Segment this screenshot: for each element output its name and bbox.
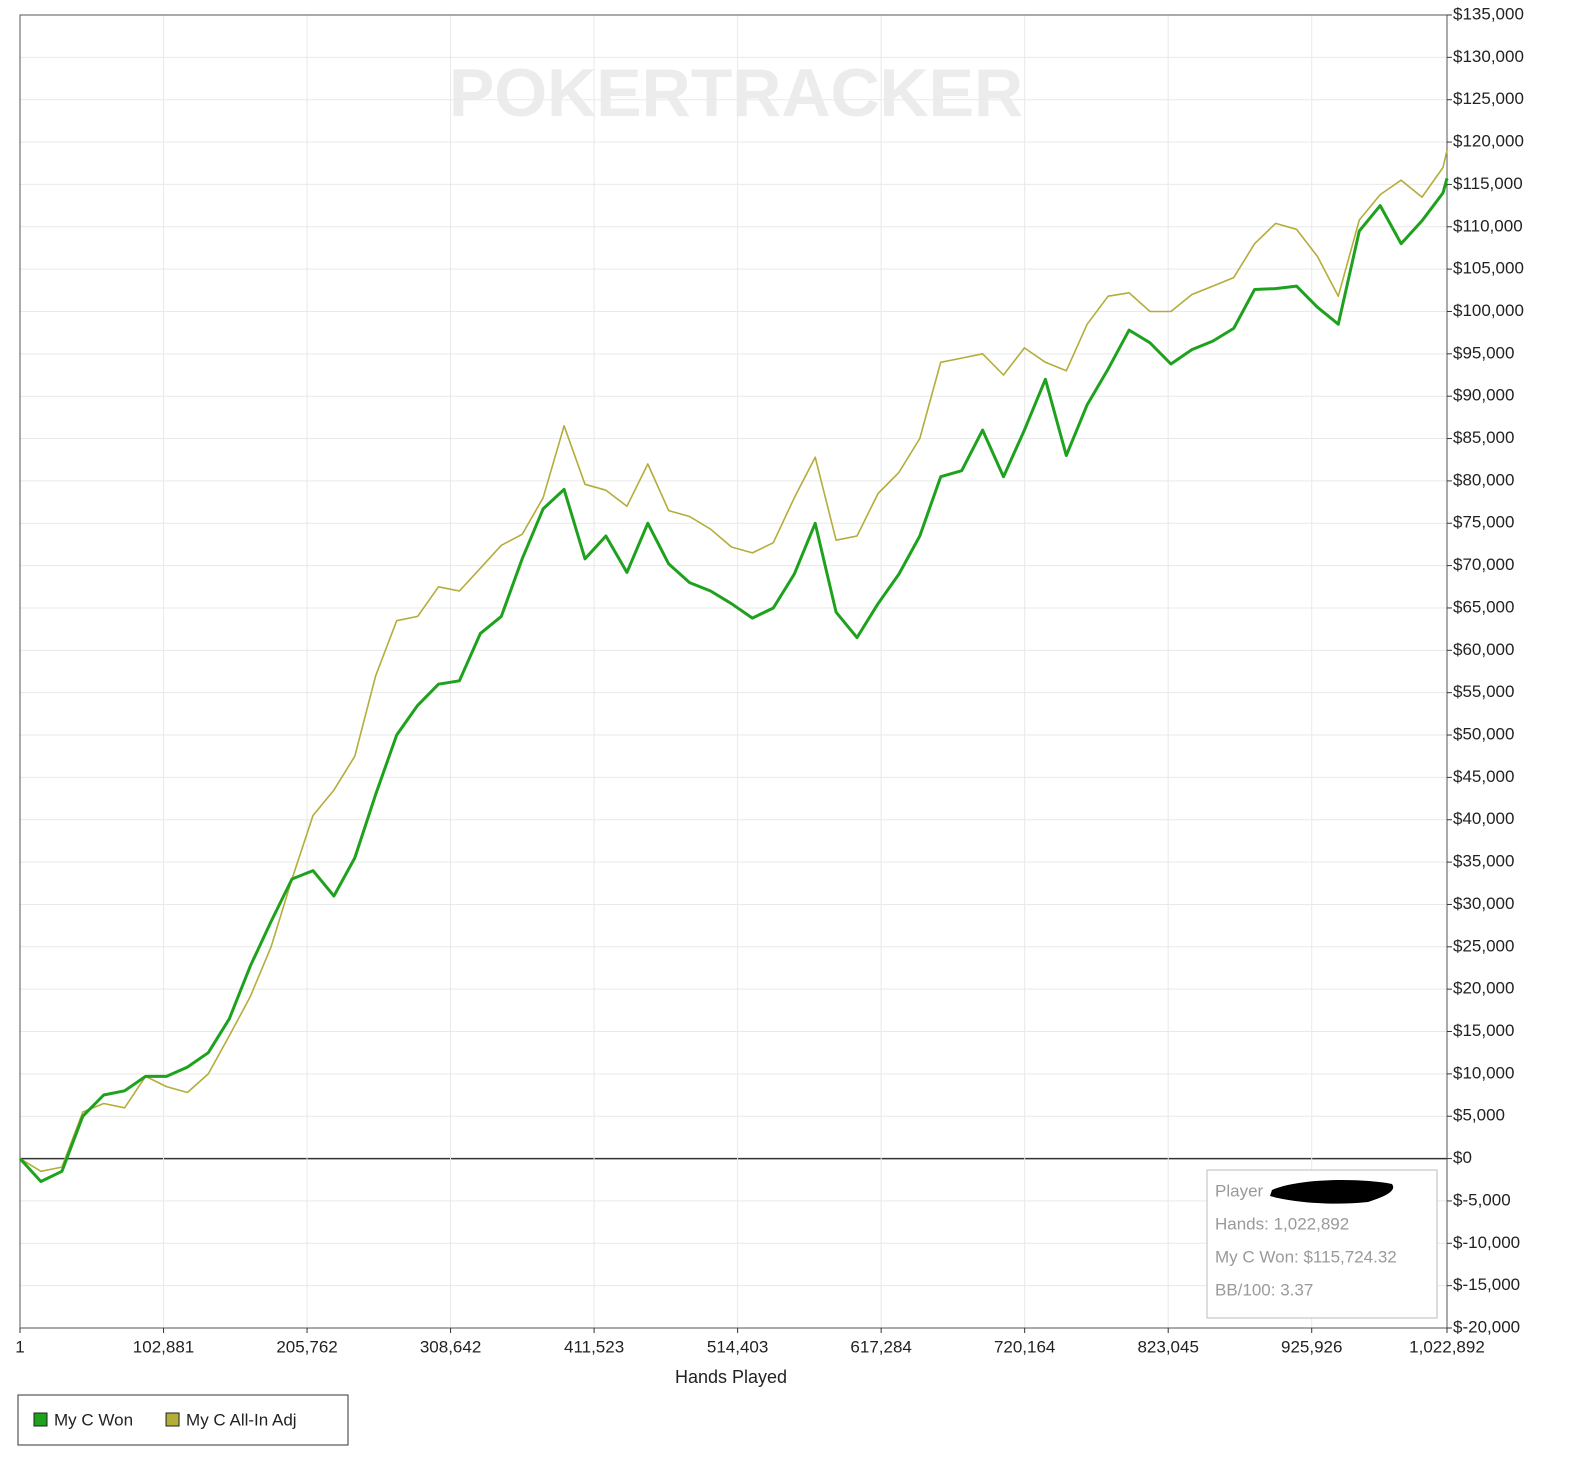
x-tick-label: 205,762 xyxy=(276,1337,337,1356)
plot-frame xyxy=(19,14,1448,1329)
y-tick-label: $-10,000 xyxy=(1453,1233,1520,1252)
y-tick-label: $120,000 xyxy=(1453,132,1524,151)
y-tick-label: $0 xyxy=(1453,1148,1472,1167)
y-tick-label: $75,000 xyxy=(1453,513,1514,532)
y-tick-label: $65,000 xyxy=(1453,597,1514,616)
y-tick-label: $20,000 xyxy=(1453,979,1514,998)
y-tick-label: $95,000 xyxy=(1453,343,1514,362)
y-tick-label: $50,000 xyxy=(1453,725,1514,744)
watermark: POKERTRACKER xyxy=(449,55,1023,131)
x-tick-label: 823,045 xyxy=(1137,1337,1198,1356)
legend-swatch xyxy=(33,1412,48,1427)
y-tick-label: $110,000 xyxy=(1453,216,1523,235)
tooltip-line: My C Won: $115,724.32 xyxy=(1215,1247,1397,1266)
tooltip: Player Hands: 1,022,892 My C Won: $115,724… xyxy=(1206,1169,1438,1319)
x-tick-label: 514,403 xyxy=(707,1337,768,1356)
x-tick-label: 1,022,892 xyxy=(1409,1337,1485,1356)
series-line xyxy=(18,177,1449,1183)
x-tick-label: 617,284 xyxy=(850,1337,911,1356)
y-tick-label: $130,000 xyxy=(1453,47,1524,66)
y-tick-label: $80,000 xyxy=(1453,470,1514,489)
tooltip-line: Player xyxy=(1215,1181,1264,1200)
tooltip-line: BB/100: 3.37 xyxy=(1215,1280,1313,1299)
x-tick-label: 720,164 xyxy=(994,1337,1055,1356)
redaction xyxy=(1270,1180,1394,1204)
y-tick-label: $70,000 xyxy=(1453,555,1514,574)
series-line xyxy=(19,150,1448,1173)
x-tick-label: 102,881 xyxy=(133,1337,194,1356)
legend-box xyxy=(17,1394,349,1446)
y-tick-label: $45,000 xyxy=(1453,767,1514,786)
y-tick-label: $125,000 xyxy=(1453,89,1524,108)
y-tick-label: $15,000 xyxy=(1453,1021,1514,1040)
y-tick-label: $85,000 xyxy=(1453,428,1514,447)
y-tick-label: $30,000 xyxy=(1453,894,1514,913)
y-tick-label: $60,000 xyxy=(1453,640,1514,659)
tooltip-line: Hands: 1,022,892 xyxy=(1215,1214,1349,1233)
y-tick-label: $-5,000 xyxy=(1453,1190,1511,1209)
legend-swatch xyxy=(165,1412,180,1427)
legend-label: My C Won xyxy=(54,1410,133,1429)
y-tick-label: $-15,000 xyxy=(1453,1275,1520,1294)
x-tick-label: 1 xyxy=(15,1337,24,1356)
y-tick-label: $40,000 xyxy=(1453,809,1514,828)
x-tick-label: 308,642 xyxy=(420,1337,481,1356)
y-tick-label: $10,000 xyxy=(1453,1063,1514,1082)
y-tick-label: $-20,000 xyxy=(1453,1317,1520,1336)
y-tick-label: $25,000 xyxy=(1453,936,1514,955)
y-tick-label: $5,000 xyxy=(1453,1106,1505,1125)
x-tick-label: 411,523 xyxy=(564,1337,624,1356)
y-tick-label: $115,000 xyxy=(1453,174,1523,193)
x-axis-label: Hands Played xyxy=(675,1367,787,1387)
legend-label: My C All-In Adj xyxy=(186,1410,297,1429)
y-tick-label: $90,000 xyxy=(1453,386,1514,405)
x-tick-label: 925,926 xyxy=(1281,1337,1342,1356)
y-tick-label: $100,000 xyxy=(1453,301,1524,320)
y-tick-label: $135,000 xyxy=(1453,4,1524,23)
y-tick-label: $35,000 xyxy=(1453,852,1514,871)
y-tick-label: $105,000 xyxy=(1453,259,1524,278)
y-tick-label: $55,000 xyxy=(1453,682,1514,701)
